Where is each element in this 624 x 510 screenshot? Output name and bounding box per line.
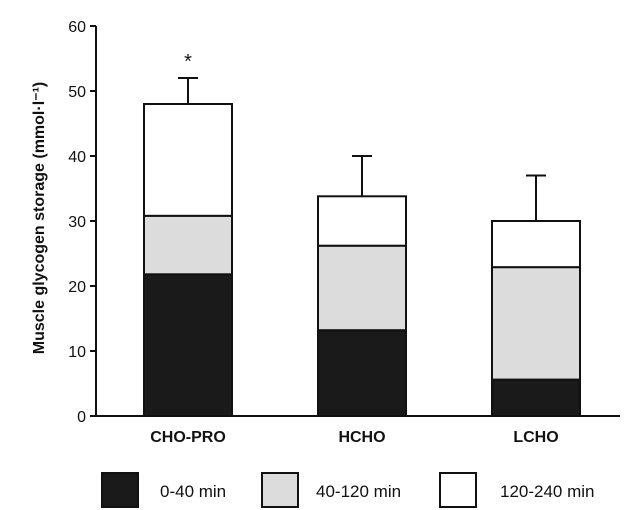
y-tick-label: 20 [68, 279, 86, 296]
legend-swatch [440, 473, 476, 507]
bar-segment-lcho-3 [492, 221, 580, 267]
category-label: HCHO [338, 429, 385, 446]
bar-segment-cho-pro-2 [144, 216, 232, 274]
category-label: LCHO [513, 429, 558, 446]
bar-segment-hcho-2 [318, 246, 406, 331]
significance-marker: * [184, 51, 192, 73]
y-tick-label: 60 [68, 19, 86, 36]
y-tick-label: 40 [68, 149, 86, 166]
bar-segment-lcho-2 [492, 267, 580, 379]
bar-segment-cho-pro-3 [144, 104, 232, 216]
legend: 0-40 min 40-120 min 120-240 min [102, 473, 595, 507]
y-tick-label: 30 [68, 214, 86, 231]
y-axis-label: Muscle glycogen storage (mmol·l⁻¹) [31, 82, 48, 354]
legend-label: 120-240 min [500, 482, 595, 501]
y-tick-label: 0 [77, 409, 86, 426]
legend-swatch [262, 473, 298, 507]
bar-segment-cho-pro-1 [144, 274, 232, 416]
legend-swatch [102, 473, 138, 507]
bar-segment-hcho-1 [318, 330, 406, 416]
bar-segment-lcho-1 [492, 380, 580, 416]
legend-label: 40-120 min [316, 482, 401, 501]
bar-segment-hcho-3 [318, 196, 406, 245]
bars [144, 78, 580, 416]
legend-label: 0-40 min [160, 482, 226, 501]
y-tick-label: 10 [68, 344, 86, 361]
category-label: CHO-PRO [150, 429, 226, 446]
y-tick-label: 50 [68, 84, 86, 101]
